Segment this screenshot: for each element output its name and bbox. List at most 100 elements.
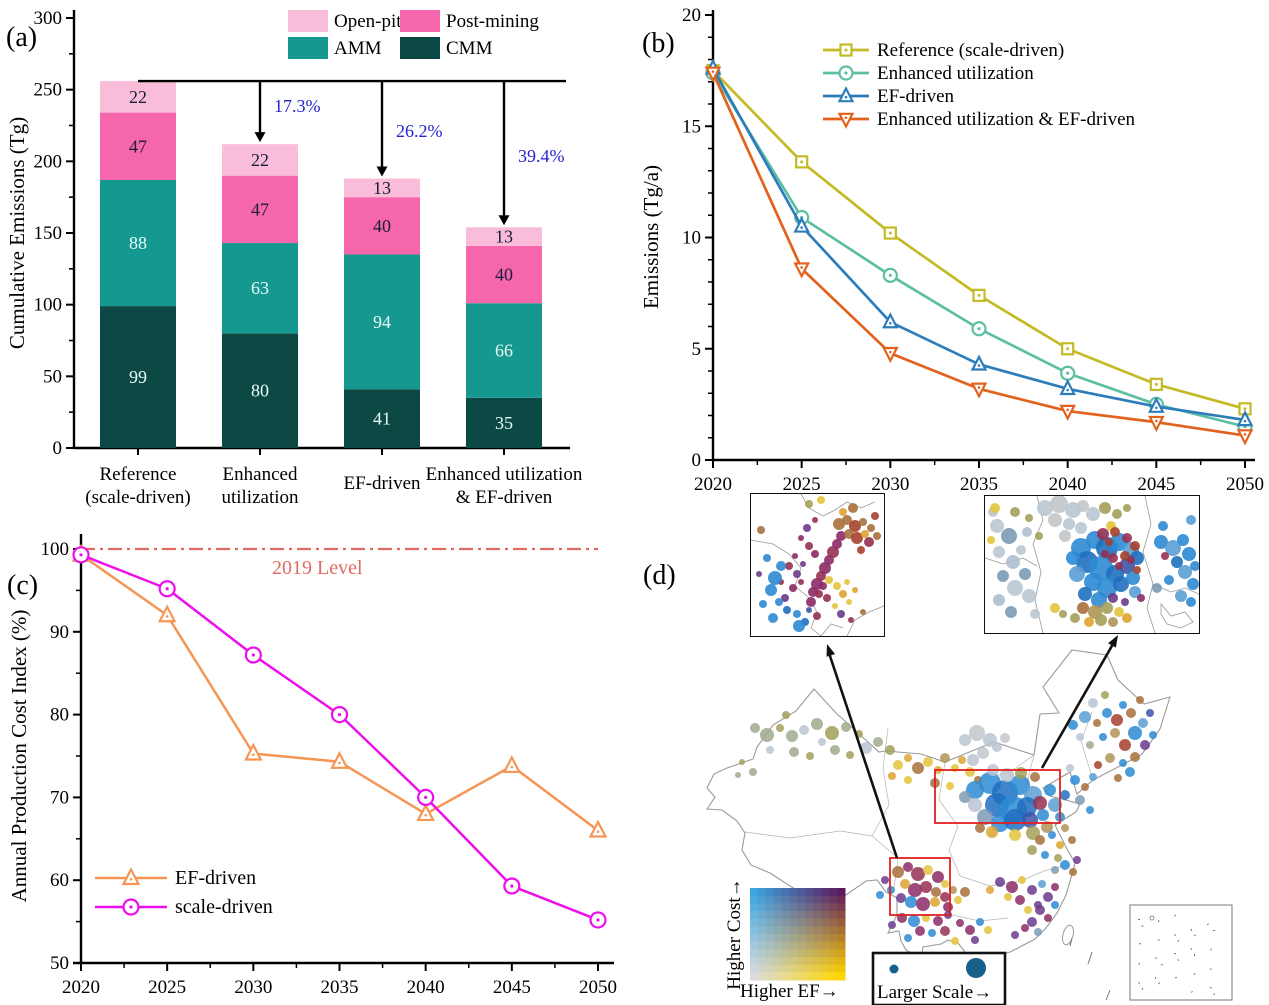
scs-speck	[1174, 914, 1176, 917]
arrow-to-left-inset	[827, 652, 899, 859]
larger-scale-label: Larger Scale→	[877, 982, 992, 1003]
data-point-marker-dot	[338, 761, 341, 765]
map-dot	[905, 896, 917, 908]
inset-dot	[1127, 556, 1135, 564]
map-dot	[1037, 809, 1049, 821]
data-point-marker	[882, 346, 899, 364]
inset-dot	[1158, 521, 1168, 531]
legend-label: CMM	[446, 38, 493, 59]
colormap-cell	[829, 895, 838, 904]
inset-dot	[997, 570, 1009, 582]
colormap-cell	[797, 895, 806, 904]
inset-dot	[1190, 561, 1199, 571]
colormap-cell	[750, 972, 759, 981]
map-dot	[1034, 928, 1042, 936]
legend-label: AMM	[334, 38, 382, 59]
colormap-cell	[805, 964, 814, 973]
colormap-cell	[773, 888, 783, 897]
map-dot	[1099, 733, 1107, 741]
map-dot	[1000, 733, 1010, 743]
legend-marker	[837, 112, 855, 129]
map-dot	[1076, 733, 1084, 741]
data-point-marker-dot	[424, 795, 428, 799]
inset-dot	[860, 609, 866, 615]
data-point-marker-dot	[977, 386, 981, 389]
inset-dot	[1025, 514, 1033, 522]
map-dot	[971, 936, 979, 944]
data-point-marker	[244, 742, 263, 761]
x-tick-label: 2040	[1049, 474, 1087, 495]
colormap-cell	[821, 903, 830, 912]
colormap-cell	[781, 934, 791, 943]
inset-dot	[833, 582, 841, 590]
data-point-marker-dot	[977, 364, 981, 367]
data-point-marker-dot	[800, 160, 804, 164]
map-dot	[1000, 768, 1014, 782]
colormap-cell	[813, 949, 822, 958]
colormap-cell	[765, 911, 775, 920]
x-tick-label: 2035	[321, 977, 359, 998]
colormap-cell	[837, 918, 846, 927]
y-tick-label: 90	[50, 622, 69, 643]
category-label: Enhanced utilization	[426, 464, 583, 485]
inset-dot	[990, 503, 1000, 513]
map-dot	[1110, 728, 1120, 738]
map-dot	[986, 826, 998, 838]
map-dot	[965, 767, 975, 777]
inset-dot	[1059, 610, 1067, 618]
legend-marker	[837, 86, 855, 103]
inset-dot	[1129, 586, 1141, 598]
inset-dot	[1175, 590, 1187, 602]
scs-speck	[1194, 954, 1196, 957]
colormap-cell	[829, 918, 838, 927]
bar-segment-open-pit	[466, 227, 542, 246]
map-dot	[977, 747, 989, 759]
map-dot	[892, 866, 904, 878]
map-dot	[735, 772, 741, 778]
map-dot	[818, 738, 826, 746]
data-point-marker-dot	[596, 830, 600, 834]
map-dot	[786, 730, 798, 742]
map-dot	[876, 891, 884, 899]
scs-speck	[1138, 982, 1141, 985]
colormap-cell	[805, 888, 814, 897]
inset-dot	[768, 571, 782, 585]
inset-dot	[819, 582, 827, 590]
bar-value-label: 13	[495, 227, 513, 247]
colormap-cell	[757, 972, 767, 981]
map-dot	[1011, 931, 1019, 939]
map-dot	[1149, 731, 1157, 739]
colormap-cell	[821, 895, 830, 904]
data-point-marker-dot	[888, 231, 892, 235]
inset-dot	[1069, 566, 1085, 582]
map-dot	[984, 926, 992, 934]
map-dot	[946, 782, 954, 790]
scs-speck	[1193, 973, 1196, 975]
inset-dot	[842, 515, 852, 525]
arrow-down-icon	[498, 215, 510, 226]
map-dot	[1088, 698, 1098, 708]
inset-dot	[823, 594, 831, 602]
colormap-cell	[837, 903, 846, 912]
colormap-cell	[781, 918, 791, 927]
map-dot	[1027, 885, 1037, 895]
data-point-marker-dot	[889, 350, 892, 354]
map-dot	[1051, 883, 1059, 891]
colormap-cell	[829, 941, 838, 950]
arrow-down-icon	[376, 166, 388, 177]
legend-marker-dot	[844, 71, 848, 75]
data-point-marker	[793, 262, 810, 279]
map-dot	[1125, 767, 1135, 777]
map-dot	[900, 879, 910, 889]
colormap-cell	[821, 934, 830, 943]
inset-dot	[857, 546, 865, 554]
data-point-marker	[970, 382, 988, 399]
colormap-cell	[797, 918, 806, 927]
data-point-marker-dot	[510, 884, 514, 888]
map-dot	[1119, 759, 1127, 767]
map-dot	[975, 823, 985, 833]
bar-value-label: 40	[373, 216, 391, 236]
map-dot	[885, 745, 895, 755]
scs-speck	[1138, 919, 1140, 920]
map-dot	[931, 887, 941, 897]
